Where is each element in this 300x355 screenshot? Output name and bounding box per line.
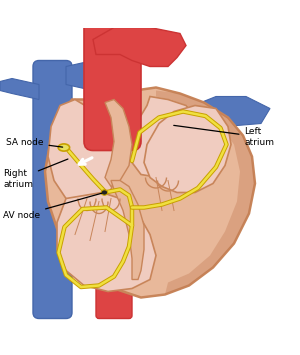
Polygon shape [186,97,270,126]
Text: SA node: SA node [6,138,63,147]
Text: Left
atrium: Left atrium [174,125,274,147]
Polygon shape [156,91,255,295]
Text: AV node: AV node [3,193,102,220]
Polygon shape [144,105,231,192]
Polygon shape [129,97,201,178]
Polygon shape [48,99,117,204]
Polygon shape [57,192,156,291]
Polygon shape [45,87,255,297]
Polygon shape [111,180,144,279]
Polygon shape [0,78,39,99]
Text: Right
atrium: Right atrium [3,159,68,189]
Ellipse shape [58,144,70,151]
Polygon shape [66,60,120,91]
Ellipse shape [101,190,108,195]
Polygon shape [93,27,186,66]
Polygon shape [105,99,132,186]
FancyBboxPatch shape [84,18,141,151]
FancyBboxPatch shape [33,60,72,318]
FancyBboxPatch shape [96,268,132,318]
